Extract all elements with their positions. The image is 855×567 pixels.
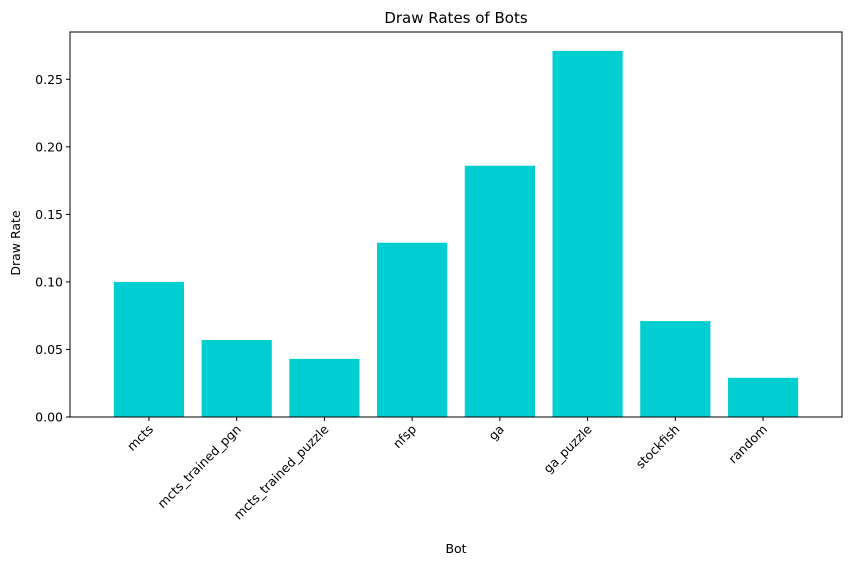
x-tick-label: mcts	[124, 422, 156, 454]
y-axis-label: Draw Rate	[8, 210, 23, 276]
bar-stockfish	[640, 321, 711, 417]
y-tick-label: 0.15	[35, 207, 63, 222]
x-tick-label: nfsp	[390, 421, 420, 451]
x-tick-label: mcts_trained_puzzle	[231, 421, 332, 522]
bar-mcts-trained-pgn	[201, 340, 272, 417]
y-tick-label: 0.10	[35, 274, 63, 289]
x-tick-label: stockfish	[633, 422, 683, 472]
x-tick-label: random	[725, 422, 770, 467]
x-tick-label: ga	[485, 422, 507, 444]
y-tick-label: 0.00	[35, 410, 63, 425]
y-tick-label: 0.25	[35, 72, 63, 87]
y-tick-label: 0.05	[35, 342, 63, 357]
bar-mcts-trained-puzzle	[289, 358, 360, 417]
chart-title: Draw Rates of Bots	[384, 9, 527, 27]
bar-random	[727, 377, 799, 417]
bar-mcts	[113, 281, 185, 417]
bar-ga	[464, 165, 535, 417]
bar-nfsp	[377, 242, 448, 417]
y-axis-ticks: 0.00 0.05 0.10 0.15 0.20 0.25	[35, 72, 70, 425]
bar-ga-puzzle	[552, 50, 623, 417]
x-tick-label: mcts_trained_pgn	[154, 422, 243, 511]
y-tick-label: 0.20	[35, 139, 63, 154]
plot-frame	[69, 31, 843, 418]
bars-group	[113, 50, 799, 417]
x-tick-label: ga_puzzle	[540, 421, 595, 476]
x-axis-label: Bot	[445, 541, 466, 556]
